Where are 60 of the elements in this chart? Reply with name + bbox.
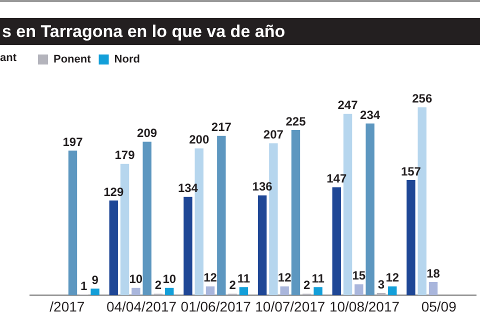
legend-label: Ponent	[54, 54, 92, 66]
data-label: 157	[400, 164, 422, 178]
data-label: 209	[137, 126, 158, 140]
legend-label: Nord	[114, 54, 140, 66]
bar	[239, 287, 248, 296]
bar	[406, 180, 416, 296]
data-label: 2	[154, 278, 162, 292]
data-label: 3	[378, 277, 385, 292]
bar	[206, 286, 215, 296]
data-label: 12	[204, 270, 218, 285]
bar	[388, 286, 397, 296]
x-tick-label: /2017	[50, 298, 85, 314]
data-label: 200	[189, 132, 210, 147]
data-label: 217	[211, 120, 232, 134]
data-label: 12	[278, 270, 292, 285]
data-label: 234	[360, 108, 380, 122]
data-label: 10	[162, 272, 176, 286]
bar	[90, 288, 100, 296]
data-label: 1	[80, 278, 88, 293]
data-label: 207	[263, 128, 284, 142]
data-label: 15	[352, 268, 366, 283]
bar	[142, 142, 152, 296]
bar	[332, 187, 341, 296]
bar	[165, 288, 174, 296]
data-label: 12	[386, 270, 400, 285]
data-label: 256	[412, 92, 432, 106]
text: ant	[0, 52, 16, 64]
data-label: 136	[252, 180, 273, 194]
data-label: 9	[92, 272, 99, 287]
x-tick-label: 05/09	[421, 298, 457, 314]
bar	[280, 286, 289, 296]
bar	[314, 287, 322, 296]
data-label: 179	[114, 148, 136, 162]
x-tick-label: 01/06/2017	[180, 298, 252, 314]
bar	[428, 282, 438, 296]
bar	[366, 123, 374, 296]
x-tick-label: 10/07/2017	[255, 298, 326, 314]
data-label: 147	[326, 172, 347, 186]
bar	[184, 196, 192, 296]
data-label: 197	[62, 134, 84, 149]
data-label: 10	[129, 272, 143, 286]
data-label: 247	[338, 98, 358, 112]
bar	[258, 195, 267, 296]
bar	[291, 130, 300, 296]
bar	[132, 288, 140, 296]
bar	[354, 284, 364, 296]
data-label: 225	[286, 114, 306, 128]
data-label: 129	[104, 184, 124, 199]
bar	[109, 200, 118, 296]
x-tick-label: 04/04/2017	[106, 298, 177, 314]
data-label: 18	[426, 266, 440, 280]
chart-title: s en Tarragona en lo que va de año	[0, 18, 480, 45]
bar	[217, 136, 226, 296]
data-label: 2	[229, 278, 236, 292]
data-label: 11	[237, 271, 250, 286]
bar	[68, 150, 78, 296]
data-label: 11	[312, 271, 325, 286]
data-label: 134	[178, 181, 198, 196]
x-tick-label: 10/08/2017	[329, 298, 400, 314]
data-label: 2	[304, 278, 311, 292]
